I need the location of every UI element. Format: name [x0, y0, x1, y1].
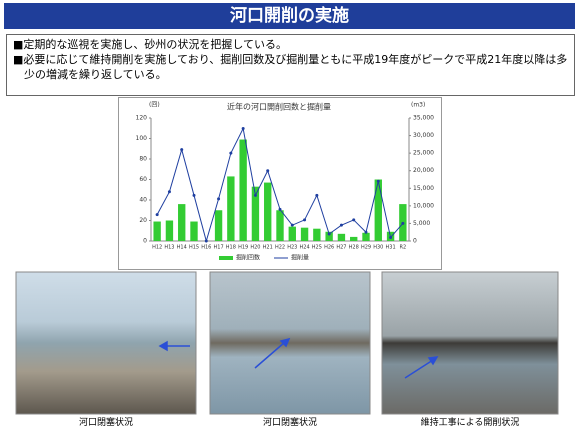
caption: 河口閉塞状況 — [16, 415, 196, 428]
photos — [0, 0, 579, 428]
photo — [382, 272, 558, 414]
photo — [210, 272, 370, 414]
caption: 河口閉塞状況 — [210, 415, 370, 428]
slide: 河口開削の実施 ■定期的な巡視を実施し、砂州の状況を把握している。 ■必要に応じ… — [0, 0, 579, 428]
photo — [16, 272, 196, 414]
caption: 維持工事による開削状況 — [382, 415, 558, 428]
